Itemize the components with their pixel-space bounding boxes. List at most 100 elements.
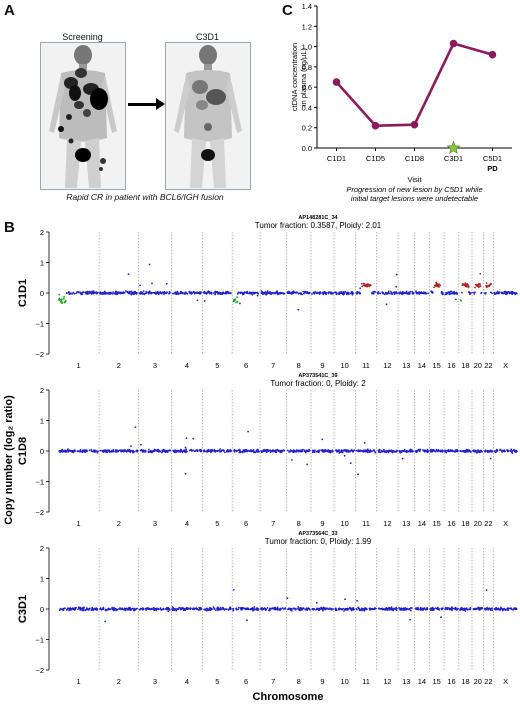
b-ytick-label: 0 [40,447,44,456]
b-chrom-label: 14 [418,677,426,686]
b-sample-subtitle: Tumor fraction: 0, Ploidy: 2 [270,379,366,388]
screening-label: Screening [62,32,103,42]
c-xtick-label: C5D1 [483,154,502,163]
c-caption-line1: Progression of new lesion by C5D1 while [346,185,482,194]
c-star-icon [446,140,461,154]
c-pd-label: PD [487,164,498,173]
b-chrom-label: 15 [433,677,441,686]
b-xlabel: Chromosome [253,691,324,703]
c-data-point [449,39,458,48]
b-chrom-label: 3 [153,677,157,686]
b-ytick-label: 2 [40,228,44,237]
b-chrom-label: 20 [474,677,482,686]
c-data-point [371,121,380,130]
c-caption-line2: initial target lesions were undetectable [351,194,478,203]
b-ytick-label: −2 [35,666,44,675]
c-ytick-label: 1.4 [302,2,312,11]
b-chrom-label: 10 [341,519,349,528]
b-visit-label: C3D1 [17,595,29,623]
ctdna-line-chart: 0.0 0.2 0.4 0.6 0.8 1.0 1.2 1.4 C1D1 C1D5 C1D8 C3D1… [290,2,512,203]
panel-a-caption: Rapid CR in patient with BCL6/IGH fusion [66,192,224,202]
b-chrom-label: 11 [362,361,370,370]
b-chrom-label: 5 [215,361,219,370]
b-chrom-label: 14 [418,361,426,370]
c-ytick-label: 1.2 [302,22,312,31]
c-ytick-label: 0.0 [302,144,312,153]
b-chrom-label: 14 [418,519,426,528]
b-chrom-label: 22 [484,519,492,528]
b-ytick-label: −2 [35,508,44,517]
b-ytick-label: −1 [35,636,44,645]
b-chrom-label: 4 [185,519,189,528]
b-chrom-label: 15 [433,519,441,528]
b-chrom-label: 5 [215,519,219,528]
b-sample-id: AP373564C_33 [298,531,337,537]
b-chrom-label: 3 [153,519,157,528]
b-ytick-label: 0 [40,289,44,298]
b-data-points [58,588,518,623]
panel-a-letter: A [4,2,15,19]
b-ytick-label: 1 [40,417,44,426]
b-sample-id: AP373541C_39 [298,373,337,379]
b-chrom-label: 9 [320,519,324,528]
c-ytick-label: 0.4 [302,103,312,112]
b-chrom-label: 12 [383,677,391,686]
b-chrom-label: X [503,519,508,528]
c-xlabel: Visit [407,175,422,184]
b-chrom-label: 20 [474,361,482,370]
pet-image-c3d1 [165,42,251,190]
arrow-right-icon [156,98,165,110]
b-chrom-label: X [503,361,508,370]
c-data-point [488,50,497,59]
arrow-shaft [128,103,158,106]
b-chrom-label: 18 [461,361,469,370]
b-chrom-label: 20 [474,519,482,528]
c-ylabel: ctDNA concentrationin plasma (ng/µL) [290,43,308,111]
b-ytick-label: −1 [35,478,44,487]
b-chrom-label: 22 [484,361,492,370]
b-chrom-label: 8 [297,361,301,370]
b-chrom-label: 5 [215,677,219,686]
pet-image-screening [40,42,126,190]
b-chrom-label: 13 [402,519,410,528]
b-ytick-label: −1 [35,320,44,329]
c3d1-label: C3D1 [195,32,219,42]
b-chrom-label: 2 [117,677,121,686]
b-chrom-label: 3 [153,361,157,370]
b-chrom-label: 13 [402,677,410,686]
b-visit-label: C1D8 [17,437,29,465]
b-ytick-label: 0 [40,605,44,614]
b-chrom-label: 12 [383,519,391,528]
b-chrom-label: 6 [244,519,248,528]
b-chrom-label: 15 [433,361,441,370]
b-chrom-label: 8 [297,677,301,686]
b-chrom-label: 10 [341,677,349,686]
b-chrom-label: 7 [271,519,275,528]
b-ylabel: Copy number (log₂ ratio) [3,395,15,525]
b-visit-label: C1D1 [17,279,29,307]
b-chrom-label: 18 [461,519,469,528]
c-ytick-label: 0.6 [302,83,312,92]
b-chrom-label: 4 [185,677,189,686]
b-chrom-label: 2 [117,361,121,370]
b-ytick-label: −2 [35,350,44,359]
b-ytick-label: 1 [40,575,44,584]
b-chrom-label: 11 [362,519,370,528]
b-chrom-label: 11 [362,677,370,686]
b-chrom-label: 16 [447,361,455,370]
c-ytick-label: 0.2 [302,124,312,133]
c-ytick-label: 0.8 [302,63,312,72]
c-xtick-label: C1D5 [366,154,385,163]
c-xtick-label: C1D1 [327,154,346,163]
b-chrom-label: 22 [484,677,492,686]
b-chrom-label: 2 [117,519,121,528]
b-chrom-label: 12 [383,361,391,370]
b-chrom-label: 8 [297,519,301,528]
b-chrom-label: 7 [271,361,275,370]
b-ytick-label: 2 [40,544,44,553]
b-data-points [58,263,518,311]
panel-c-letter: C [282,2,293,19]
c-ytick-label: 1.0 [302,43,312,52]
b-ytick-label: 2 [40,386,44,395]
